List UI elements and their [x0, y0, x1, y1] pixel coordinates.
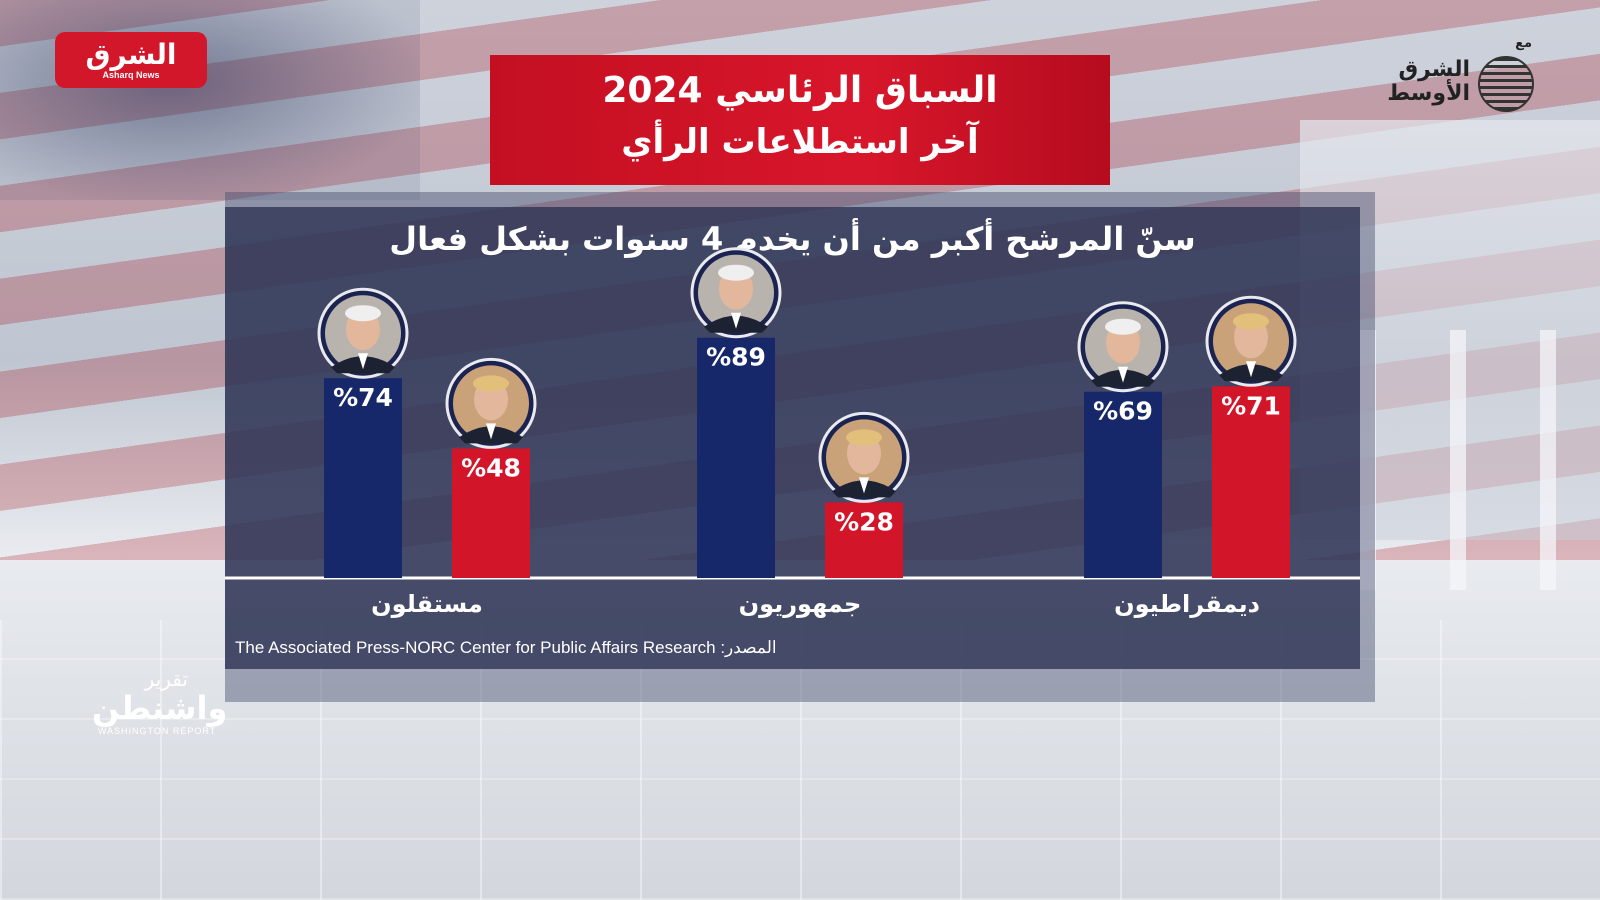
background-column — [1360, 330, 1376, 590]
partner-with-label: مع — [1515, 36, 1532, 51]
data-label: %69 — [1093, 397, 1153, 426]
category-label: ديمقراطيون — [1114, 590, 1260, 618]
biden-avatar-hair — [718, 264, 754, 281]
header-subtitle: آخر استطلاعات الرأي — [621, 122, 979, 162]
trump-avatar-shirt — [486, 423, 496, 440]
source-note: The Associated Press-NORC Center for Pub… — [235, 638, 777, 657]
trump-avatar-shirt — [1246, 361, 1256, 378]
chart-panel — [225, 207, 1360, 669]
biden-avatar-hair — [345, 305, 381, 322]
biden-avatar-shirt — [731, 312, 741, 329]
washington-report-logo: تقرير واشنطن WASHINGTON REPORT — [92, 667, 228, 736]
biden-avatar-shirt — [1118, 366, 1128, 383]
show-logo-line1: تقرير — [144, 667, 188, 691]
asharq-logo-english: Asharq News — [102, 70, 160, 80]
bar-trump — [825, 502, 903, 578]
asharq-news-logo: الشرق Asharq News — [55, 32, 207, 88]
data-label: %28 — [834, 507, 894, 536]
category-label: مستقلون — [371, 590, 483, 618]
data-label: %71 — [1221, 391, 1281, 420]
category-label: جمهوريون — [739, 590, 862, 618]
biden-avatar-hair — [1105, 318, 1141, 335]
trump-avatar-shirt — [859, 477, 869, 494]
show-logo-line2: واشنطن — [92, 689, 228, 727]
bar-biden — [324, 378, 402, 578]
header-title: السباق الرئاسي 2024 — [602, 70, 998, 111]
header-banner: السباق الرئاسي 2024 آخر استطلاعات الرأي — [490, 55, 1110, 185]
background-column — [1540, 330, 1556, 590]
trump-avatar-hair — [473, 375, 509, 392]
biden-avatar-shirt — [358, 353, 368, 370]
trump-avatar-hair — [1233, 313, 1269, 330]
data-label: %89 — [706, 343, 766, 372]
bar-trump — [1212, 386, 1290, 578]
chart-title: سنّ المرشح أكبر من أن يخدم 4 سنوات بشكل … — [389, 220, 1196, 258]
bar-biden — [1084, 391, 1162, 578]
data-label: %48 — [461, 453, 521, 482]
bar-biden — [697, 337, 775, 578]
show-logo-line3: WASHINGTON REPORT — [97, 726, 217, 736]
data-label: %74 — [333, 383, 393, 412]
background-column — [1450, 330, 1466, 590]
asharq-al-awsat-logo: مع الشرق الأوسط — [1385, 36, 1540, 116]
trump-avatar-hair — [846, 429, 882, 446]
globe-icon — [1478, 56, 1534, 112]
bar-trump — [452, 448, 530, 578]
partner-name: الشرق الأوسط — [1387, 57, 1470, 106]
asharq-logo-arabic: الشرق — [85, 38, 177, 71]
